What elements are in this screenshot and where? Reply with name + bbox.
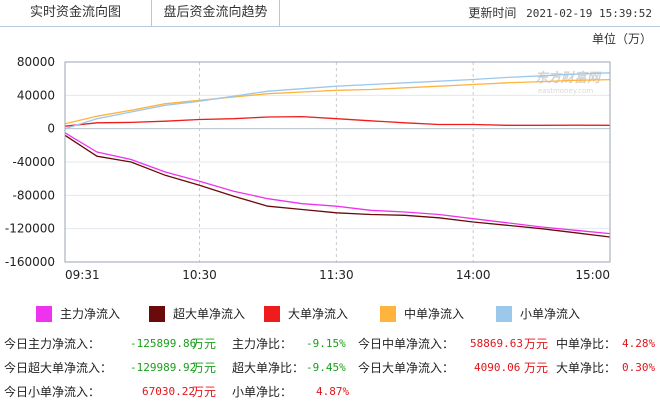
stat-label: 大单净比： (556, 361, 617, 375)
stat-unit: 万元 (192, 385, 217, 399)
y-tick-label: -120000 (5, 222, 55, 236)
stat-label: 今日大单净流入： (358, 361, 455, 375)
stat-label: 今日小单净流入： (4, 385, 101, 399)
tab-bar: 实时资金流向图 盘后资金流向趋势 更新时间 2021-02-19 15:39:5… (0, 0, 660, 27)
stat-label: 主力净比： (232, 337, 293, 351)
y-tick-label: -160000 (5, 255, 55, 269)
update-time-value: 2021-02-19 15:39:52 (526, 7, 652, 20)
watermark-name: 东方财富网 (535, 70, 602, 86)
stat-unit: 万元 (192, 337, 217, 351)
stat-label: 中单净比： (556, 337, 617, 351)
legend-item-super: 超大单净流入 (149, 306, 245, 322)
plot-frame (64, 61, 611, 263)
legend-label-large: 大单净流入 (288, 307, 349, 321)
x-axis: 09:31 10:30 11:30 14:00 15:00 (65, 268, 610, 282)
legend-item-medium: 中单净流入 (380, 306, 464, 322)
flow-chart: 80000 40000 0 -40000 -80000 -120000 -160000 09… (5, 55, 611, 282)
legend-label-small: 小单净流入 (520, 307, 581, 321)
stat-label: 今日主力净流入： (4, 337, 101, 351)
series-line-1 (64, 134, 611, 238)
stat-label: 小单净比： (232, 385, 293, 399)
stat-super-ratio: -9.45% (306, 361, 346, 374)
legend-item-large: 大单净流入 (264, 306, 348, 322)
tab-realtime-flow[interactable]: 实时资金流向图 (0, 0, 152, 26)
stats-row: 今日超大单净流入： -129989.92 万元 超大单净比： -9.45% 今日… (0, 356, 660, 380)
stat-medium-inflow: 58869.63 (470, 337, 523, 350)
legend-swatch-large (264, 306, 280, 322)
stats-row: 今日小单净流入： 67030.22 万元 小单净比： 4.87% (0, 380, 660, 404)
x-tick-label: 14:00 (456, 268, 491, 282)
x-tick-label: 10:30 (182, 268, 217, 282)
tab-after-hours-trend[interactable]: 盘后资金流向趋势 (152, 0, 280, 26)
series-line-0 (64, 132, 611, 235)
series-line-4 (64, 72, 611, 130)
y-tick-label: -40000 (12, 155, 55, 169)
legend-label-super: 超大单净流入 (173, 307, 246, 321)
update-time: 更新时间 2021-02-19 15:39:52 (468, 0, 652, 26)
chart-series (64, 72, 611, 238)
legend-item-small: 小单净流入 (496, 306, 580, 322)
stat-small-inflow: 67030.22 (142, 385, 195, 398)
watermark-domain: eastmoney.com (538, 87, 593, 95)
stat-label: 今日超大单净流入： (4, 361, 113, 375)
stat-label: 超大单净比： (232, 361, 305, 375)
legend-swatch-super (149, 306, 165, 322)
stat-large-ratio: 0.30% (622, 361, 656, 374)
legend-swatch-medium (380, 306, 396, 322)
stat-label: 今日中单净流入： (358, 337, 455, 351)
unit-label: 单位（万） (591, 32, 652, 46)
legend-label-main: 主力净流入 (60, 307, 121, 321)
update-time-label: 更新时间 (468, 6, 517, 20)
legend: 主力净流入 超大单净流入 大单净流入 中单净流入 小单净流入 (0, 300, 660, 326)
legend-swatch-main (36, 306, 52, 322)
stat-large-inflow: 4090.06 (474, 361, 521, 374)
stat-unit: 万元 (524, 337, 549, 351)
x-tick-label: 15:00 (575, 268, 610, 282)
x-tick-label: 09:31 (65, 268, 100, 282)
legend-label-medium: 中单净流入 (404, 307, 465, 321)
stat-unit: 万元 (192, 361, 217, 375)
series-line-3 (64, 78, 611, 125)
stat-small-ratio: 4.87% (316, 385, 350, 398)
y-axis: 80000 40000 0 -40000 -80000 -120000 -160000 (5, 55, 55, 269)
stat-main-ratio: -9.15% (306, 337, 346, 350)
legend-swatch-small (496, 306, 512, 322)
y-tick-label: 80000 (17, 55, 55, 69)
stat-main-inflow: -125899.86 (130, 337, 197, 350)
x-tick-label: 11:30 (319, 268, 354, 282)
stat-unit: 万元 (524, 361, 549, 375)
series-line-2 (64, 115, 611, 127)
stat-medium-ratio: 4.28% (622, 337, 656, 350)
legend-item-main: 主力净流入 (36, 306, 120, 322)
stats-row: 今日主力净流入： -125899.86 万元 主力净比： -9.15% 今日中单… (0, 332, 660, 356)
stat-super-inflow: -129989.92 (130, 361, 197, 374)
y-tick-label: 0 (47, 122, 55, 136)
y-tick-label: 40000 (17, 88, 55, 102)
y-tick-label: -80000 (12, 188, 55, 202)
chart-grid (65, 61, 610, 263)
